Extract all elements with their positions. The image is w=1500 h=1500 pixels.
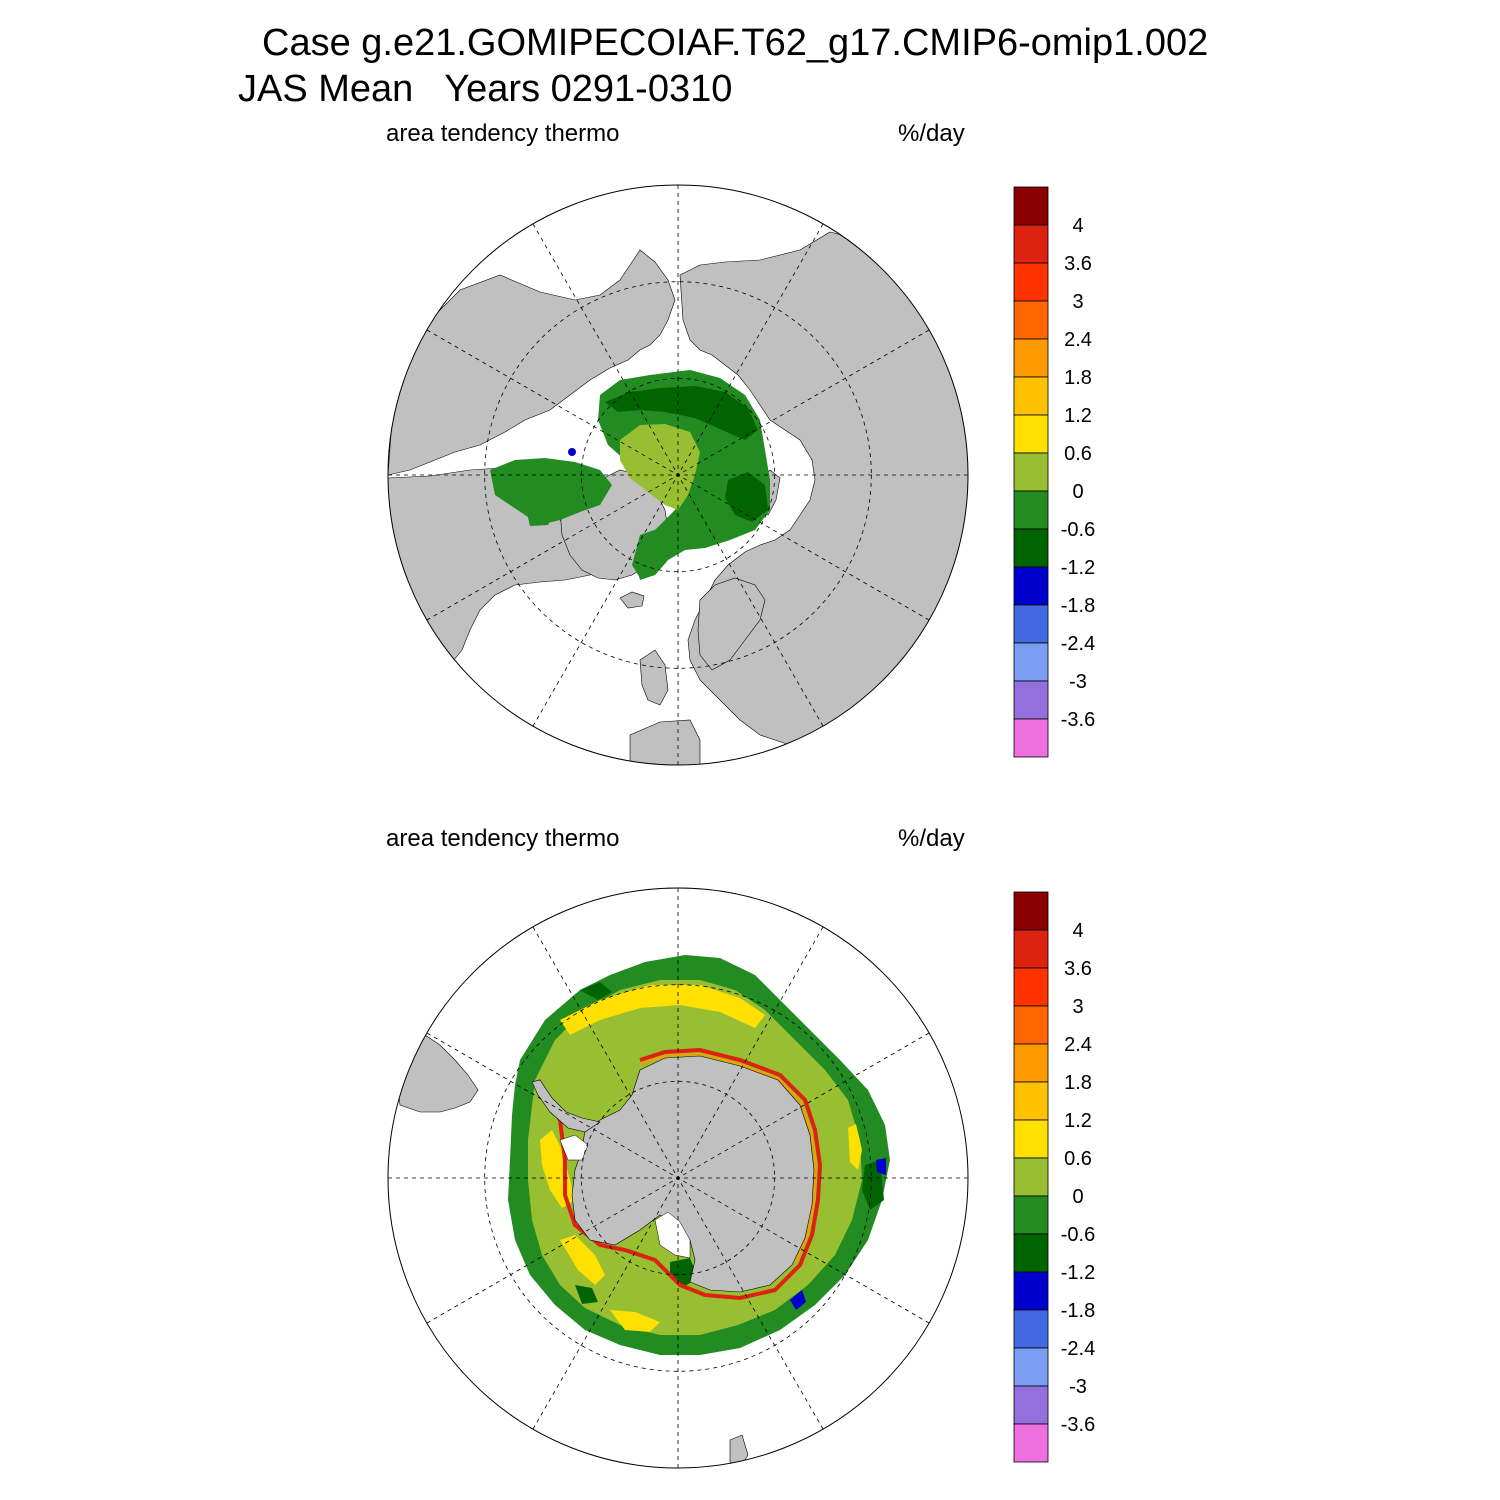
south-colorbar-tick-label: 0 — [1072, 1186, 1083, 1208]
figure-title-line-2: JAS Mean Years 0291-0310 — [238, 68, 733, 110]
south-colorbar-swatch — [1013, 891, 1049, 931]
south-colorbar-tick-label: 2.4 — [1064, 1034, 1092, 1056]
north-panel-variable-label: area tendency thermo — [386, 120, 620, 147]
south-colorbar-swatch — [1013, 1043, 1049, 1083]
north-colorbar-tick-label: 0 — [1072, 481, 1083, 503]
south-colorbar-swatch — [1013, 1119, 1049, 1159]
south-colorbar-tick-label: 3 — [1072, 996, 1083, 1018]
south-polar-map — [387, 887, 969, 1469]
south-field-neg18-southeast — [790, 1290, 806, 1310]
north-polar-map — [387, 184, 969, 766]
south-colorbar-swatch — [1013, 929, 1049, 969]
north-colorbar-swatch — [1013, 186, 1049, 226]
south-field-neg18-east — [876, 1158, 886, 1175]
north-colorbar-swatch — [1013, 262, 1049, 302]
south-graticule — [388, 888, 968, 1468]
north-colorbar-swatch — [1013, 604, 1049, 644]
north-land-scandinavia — [697, 577, 766, 671]
south-ice-shelf-ross — [654, 1211, 691, 1259]
north-colorbar-swatch — [1013, 566, 1049, 606]
south-colorbar-swatch — [1013, 1423, 1049, 1463]
south-colorbar-tick-label: -1.8 — [1061, 1300, 1095, 1322]
figure-title-line-1: Case g.e21.GOMIPECOIAF.T62_g17.CMIP6-omi… — [262, 22, 1209, 64]
north-field-baffin — [632, 528, 672, 578]
south-field-neg12-d — [575, 1285, 598, 1304]
north-field-neg12-east — [725, 472, 768, 522]
north-colorbar-swatch — [1013, 718, 1049, 758]
south-colorbar-tick-label: -3 — [1069, 1376, 1087, 1398]
south-colorbar-swatch — [1013, 967, 1049, 1007]
south-colorbar-tick-label: 3.6 — [1064, 958, 1092, 980]
south-colorbar-tick-label: -0.6 — [1061, 1224, 1095, 1246]
north-map-border — [387, 184, 969, 766]
south-field-06-north — [560, 985, 765, 1035]
south-colorbar-swatch — [1013, 1347, 1049, 1387]
north-field-hudson-bay — [525, 500, 555, 526]
north-colorbar-tick-label: -1.8 — [1061, 595, 1095, 617]
south-field-positive-coastal-fringe — [536, 1047, 823, 1301]
north-colorbar-tick-label: -0.6 — [1061, 519, 1095, 541]
north-colorbar-swatch — [1013, 528, 1049, 568]
north-colorbar-swatch — [1013, 300, 1049, 340]
south-colorbar: 4 3.6 3 2.4 1.8 1.2 0.6 0 -0.6 -1.2 -1.8 -2.4 -3 -3.6 — [1013, 891, 1095, 1463]
north-colorbar-tick-label: 3.6 — [1064, 253, 1092, 275]
north-colorbar-tick-label: -2.4 — [1061, 633, 1095, 655]
north-land-asia — [388, 249, 676, 476]
north-colorbar: 4 3.6 3 2.4 1.8 1.2 0.6 0 -0.6 -1.2 -1.8 -2.4 -3 -3.6 — [1013, 186, 1095, 758]
south-land-antarctic-peninsula — [531, 1079, 601, 1133]
south-colorbar-tick-label: -2.4 — [1061, 1338, 1095, 1360]
south-field-06-east — [848, 1124, 862, 1170]
north-colorbar-tick-label: -3.6 — [1061, 709, 1095, 731]
north-panel-units-label: %/day — [898, 120, 965, 147]
north-colorbar-tick-label: -3 — [1069, 671, 1087, 693]
north-colorbar-tick-label: -1.2 — [1061, 557, 1095, 579]
south-colorbar-tick-label: -1.2 — [1061, 1262, 1095, 1284]
north-colorbar-tick-label: 4 — [1072, 215, 1083, 237]
south-colorbar-swatch — [1013, 1005, 1049, 1045]
south-colorbar-tick-label: 1.8 — [1064, 1072, 1092, 1094]
north-land-uk — [639, 649, 669, 706]
north-colorbar-tick-label: 1.2 — [1064, 405, 1092, 427]
south-panel-units-label: %/day — [898, 825, 965, 852]
south-field-neg12-a — [580, 982, 612, 1000]
south-colorbar-tick-label: 0.6 — [1064, 1148, 1092, 1170]
north-colorbar-tick-label: 0.6 — [1064, 443, 1092, 465]
south-panel-variable-label: area tendency thermo — [386, 825, 620, 852]
south-colorbar-tick-label: 4 — [1072, 920, 1083, 942]
north-colorbar-swatch — [1013, 338, 1049, 378]
south-colorbar-swatch — [1013, 1081, 1049, 1121]
north-colorbar-swatch — [1013, 680, 1049, 720]
north-colorbar-swatch — [1013, 490, 1049, 530]
north-land-europe-south — [629, 719, 701, 765]
south-colorbar-swatch — [1013, 1271, 1049, 1311]
north-field-neg18-spot — [568, 448, 576, 456]
north-field-neg12-arc — [605, 386, 758, 440]
south-colorbar-tick-label: 1.2 — [1064, 1110, 1092, 1132]
north-colorbar-tick-label: 1.8 — [1064, 367, 1092, 389]
north-colorbar-swatch — [1013, 642, 1049, 682]
north-colorbar-swatch — [1013, 376, 1049, 416]
south-field-06-south — [610, 1310, 660, 1332]
south-colorbar-swatch — [1013, 1157, 1049, 1197]
north-graticule — [388, 185, 968, 765]
south-colorbar-tick-label: -3.6 — [1061, 1414, 1095, 1436]
north-field-0-center — [620, 424, 700, 510]
north-colorbar-tick-label: 2.4 — [1064, 329, 1092, 351]
south-colorbar-swatch — [1013, 1309, 1049, 1349]
south-colorbar-swatch — [1013, 1233, 1049, 1273]
south-field-06-southwest — [560, 1235, 605, 1285]
north-colorbar-swatch — [1013, 224, 1049, 264]
north-colorbar-tick-label: 3 — [1072, 291, 1083, 313]
south-map-border — [387, 887, 969, 1469]
north-land-iceland — [619, 591, 645, 609]
south-colorbar-swatch — [1013, 1195, 1049, 1235]
north-colorbar-swatch — [1013, 414, 1049, 454]
north-colorbar-swatch — [1013, 452, 1049, 492]
south-field-positive-coastal-highlight — [639, 1052, 818, 1263]
south-colorbar-swatch — [1013, 1385, 1049, 1425]
